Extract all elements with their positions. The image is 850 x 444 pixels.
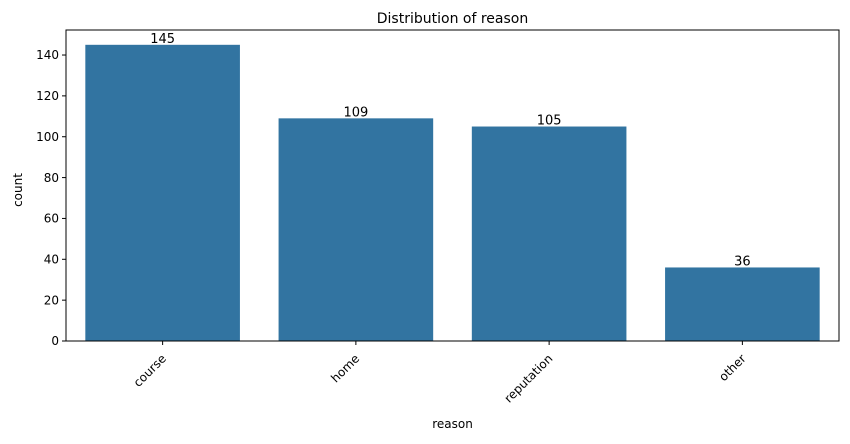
y-axis-label: count [11, 173, 25, 207]
bar-value-label-other: 36 [734, 254, 751, 269]
y-tick-label: 120 [36, 89, 59, 103]
x-tick-label-home: home [328, 351, 362, 385]
y-tick-label: 100 [36, 130, 59, 144]
bar-course [85, 44, 240, 342]
y-tick-label: 80 [44, 171, 59, 185]
y-tick-label: 0 [51, 334, 59, 348]
bar-other [665, 267, 820, 341]
bar-home [278, 118, 434, 341]
x-tick-label-other: other [716, 351, 749, 384]
x-axis-label: reason [432, 417, 473, 431]
bar-value-label-course: 145 [150, 32, 175, 47]
bar-reputation [471, 126, 627, 341]
plot-frame [65, 29, 840, 342]
y-tick-label: 140 [36, 48, 59, 62]
y-tick-label: 60 [44, 212, 59, 226]
x-tick-label-reputation: reputation [502, 351, 556, 405]
x-tick-label-course: course [131, 351, 169, 389]
bar-value-label-home: 109 [343, 105, 368, 120]
chart-title: Distribution of reason [377, 11, 528, 27]
y-tick-label: 20 [44, 293, 59, 307]
plot-area: 145 course 109 home 105 reputation 36 other 0 20 4… [36, 29, 840, 405]
y-tick-label: 40 [44, 252, 59, 266]
bar-value-label-reputation: 105 [537, 114, 562, 129]
